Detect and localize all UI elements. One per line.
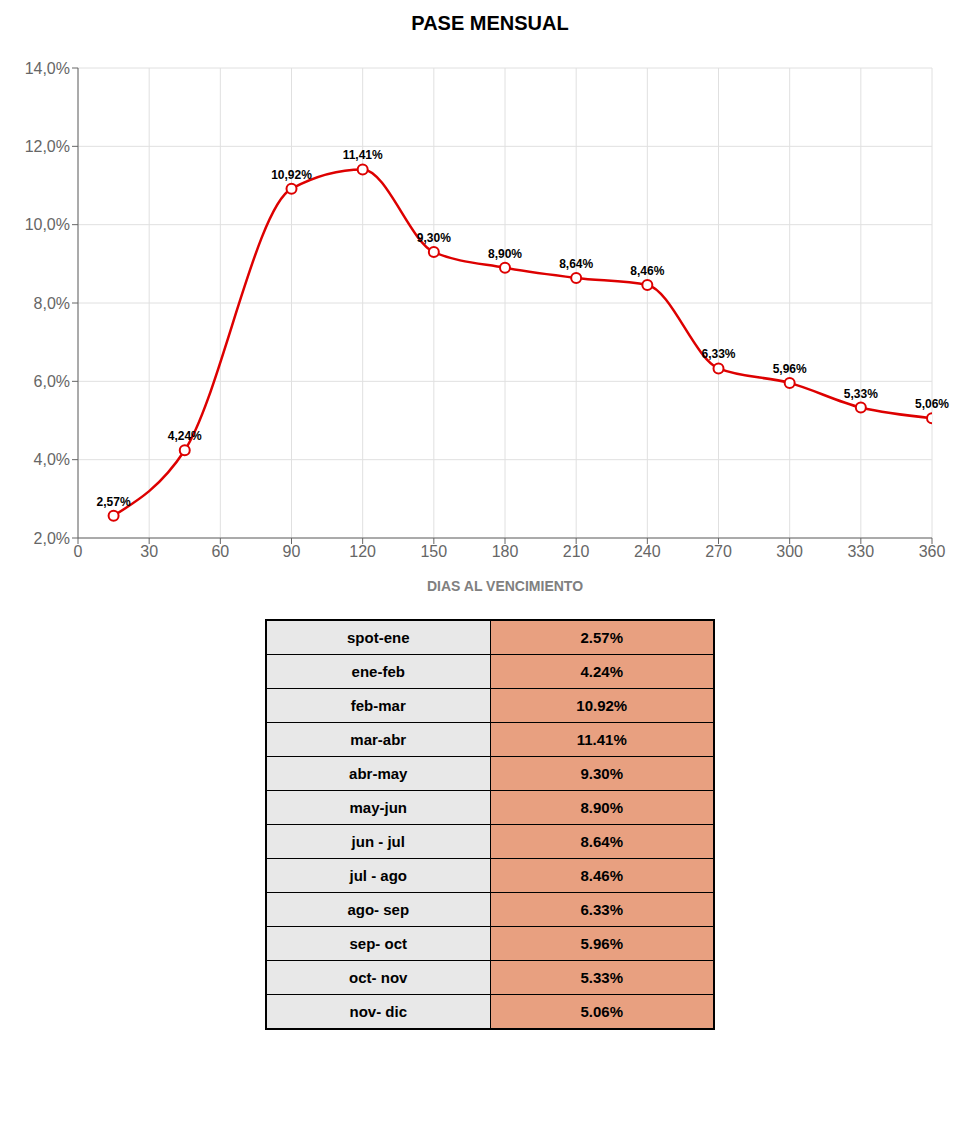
svg-text:8,90%: 8,90% bbox=[488, 247, 522, 261]
svg-text:2,0%: 2,0% bbox=[34, 530, 70, 547]
svg-text:11,41%: 11,41% bbox=[343, 148, 383, 162]
svg-text:2,57%: 2,57% bbox=[97, 495, 131, 509]
svg-text:10,92%: 10,92% bbox=[271, 168, 312, 182]
html-text:2.57%: 2.57% bbox=[580, 629, 623, 646]
html-text:oct- nov: oct- nov bbox=[349, 969, 408, 986]
svg-text:14,0%: 14,0% bbox=[25, 60, 70, 77]
svg-text:90: 90 bbox=[283, 543, 301, 560]
svg-text:5,33%: 5,33% bbox=[844, 387, 878, 401]
html-text:5.33%: 5.33% bbox=[580, 969, 623, 986]
svg-text:6,0%: 6,0% bbox=[34, 373, 70, 390]
svg-text:120: 120 bbox=[349, 543, 376, 560]
svg-text:180: 180 bbox=[492, 543, 519, 560]
svg-text:0: 0 bbox=[74, 543, 83, 560]
svg-text:330: 330 bbox=[847, 543, 874, 560]
html-text:8.64%: 8.64% bbox=[580, 833, 623, 850]
html-text:mar-abr: mar-abr bbox=[350, 731, 407, 748]
html-text:4.24%: 4.24% bbox=[580, 663, 623, 680]
html-text:8.46%: 8.46% bbox=[580, 867, 623, 884]
svg-text:8,46%: 8,46% bbox=[630, 264, 664, 278]
svg-text:30: 30 bbox=[140, 543, 158, 560]
html-text:ene-feb: ene-feb bbox=[351, 663, 405, 680]
html-text:feb-mar: feb-mar bbox=[350, 697, 406, 714]
svg-text:DIAS AL VENCIMIENTO: DIAS AL VENCIMIENTO bbox=[427, 578, 583, 594]
svg-text:8,0%: 8,0% bbox=[34, 295, 70, 312]
svg-text:5,96%: 5,96% bbox=[773, 362, 807, 376]
html-text:PASE MENSUAL: PASE MENSUAL bbox=[411, 12, 569, 34]
html-text:jul - ago: jul - ago bbox=[349, 867, 407, 884]
html-text:8.90%: 8.90% bbox=[580, 799, 623, 816]
svg-text:10,0%: 10,0% bbox=[25, 216, 70, 233]
html-text:spot-ene: spot-ene bbox=[347, 629, 410, 646]
html-text:10.92%: 10.92% bbox=[576, 697, 628, 714]
html-text:11.41%: 11.41% bbox=[576, 731, 627, 748]
html-text:9.30%: 9.30% bbox=[580, 765, 623, 782]
html-text:nov- dic: nov- dic bbox=[349, 1003, 407, 1020]
html-text:may-jun: may-jun bbox=[349, 799, 407, 816]
svg-text:300: 300 bbox=[776, 543, 803, 560]
html-text:jun - jul: jun - jul bbox=[351, 833, 405, 850]
svg-text:270: 270 bbox=[705, 543, 732, 560]
svg-text:60: 60 bbox=[211, 543, 229, 560]
svg-text:4,24%: 4,24% bbox=[168, 429, 202, 443]
html-text:abr-may: abr-may bbox=[349, 765, 408, 782]
svg-text:150: 150 bbox=[420, 543, 447, 560]
html-text:sep- oct: sep- oct bbox=[349, 935, 407, 952]
svg-text:210: 210 bbox=[563, 543, 590, 560]
svg-text:4,0%: 4,0% bbox=[34, 451, 70, 468]
html-text:5.96%: 5.96% bbox=[580, 935, 623, 952]
svg-text:12,0%: 12,0% bbox=[25, 138, 70, 155]
svg-text:6,33%: 6,33% bbox=[701, 347, 735, 361]
svg-text:360: 360 bbox=[919, 543, 946, 560]
svg-text:9,30%: 9,30% bbox=[417, 231, 451, 245]
svg-text:240: 240 bbox=[634, 543, 661, 560]
svg-text:5,06%: 5,06% bbox=[915, 397, 949, 411]
html-text:6.33%: 6.33% bbox=[580, 901, 623, 918]
html-text:ago- sep: ago- sep bbox=[347, 901, 410, 918]
html-text:5.06%: 5.06% bbox=[580, 1003, 623, 1020]
svg-text:8,64%: 8,64% bbox=[559, 257, 593, 271]
